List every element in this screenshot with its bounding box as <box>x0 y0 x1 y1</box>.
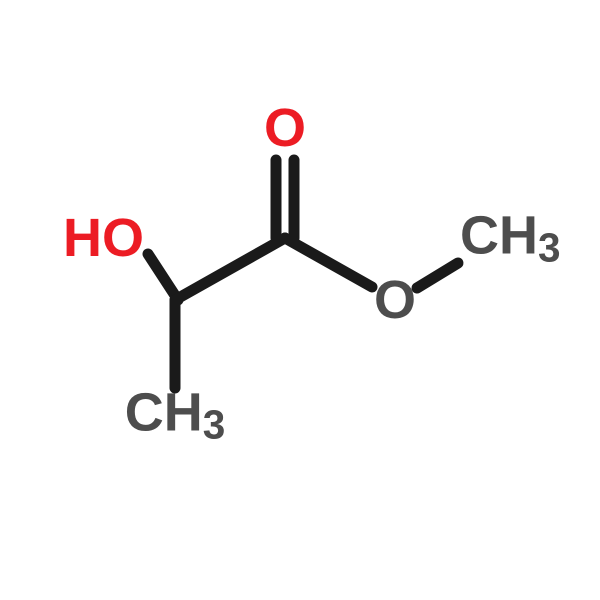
molecule-diagram: HO O O CH3 CH3 <box>0 0 600 600</box>
bond-layer <box>0 0 600 600</box>
atom-CH3_bottom: CH3 <box>125 381 226 448</box>
atom-O_dbl: O <box>264 97 306 159</box>
atom-CH3_right: CH3 <box>460 204 561 271</box>
atom-HO: HO <box>63 207 144 269</box>
atom-O_single: O <box>374 269 416 331</box>
